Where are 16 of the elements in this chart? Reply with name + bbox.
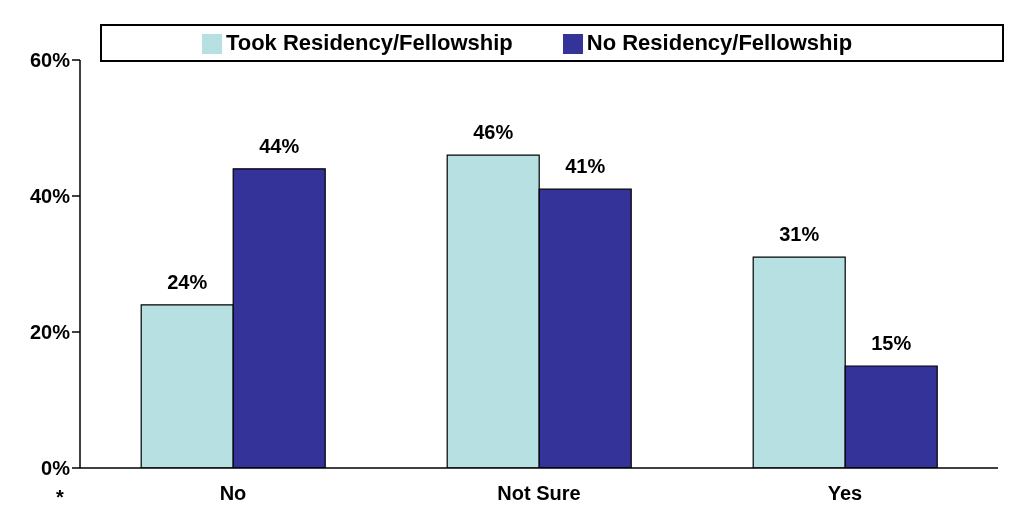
data-label: 24% — [167, 270, 208, 293]
data-label: 44% — [259, 134, 300, 157]
data-label: 31% — [779, 223, 820, 246]
data-label: 15% — [871, 332, 912, 354]
legend-label: No Residency/Fellowship — [586, 30, 853, 55]
legend-label: Took Residency/Fellowship — [225, 30, 513, 55]
x-tick-label: No — [219, 482, 247, 505]
data-label: 46% — [473, 121, 514, 144]
y-tick-label: 40% — [29, 185, 71, 208]
y-tick-label: 60% — [29, 49, 71, 72]
x-tick-label: Not Sure — [497, 482, 581, 505]
text: * — [56, 486, 64, 509]
y-tick-label: 20% — [29, 321, 71, 344]
x-tick-label: Yes — [827, 482, 863, 505]
data-label: 41% — [565, 155, 606, 178]
y-tick-label: 0% — [41, 457, 71, 480]
